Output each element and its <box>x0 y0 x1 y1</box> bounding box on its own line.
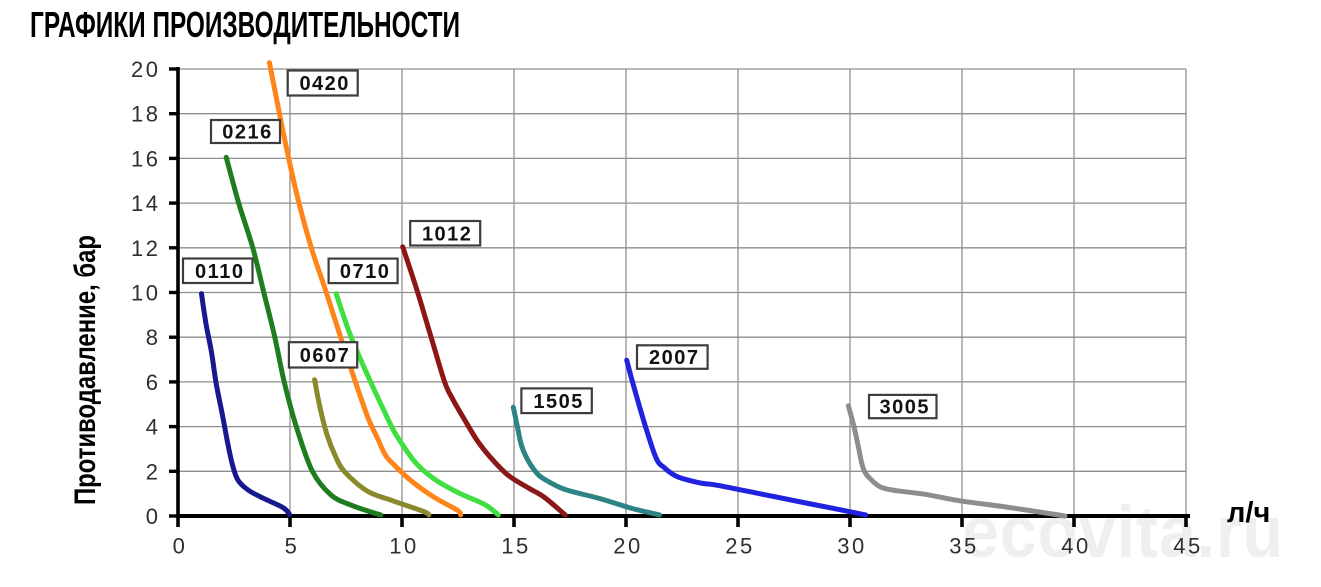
svg-text:5: 5 <box>285 534 300 559</box>
svg-text:0710: 0710 <box>340 261 391 283</box>
svg-text:12: 12 <box>131 236 160 261</box>
svg-text:0607: 0607 <box>300 345 351 367</box>
svg-text:10: 10 <box>389 534 418 559</box>
svg-text:ГРАФИКИ ПРОИЗВОДИТЕЛЬНОСТИ: ГРАФИКИ ПРОИЗВОДИТЕЛЬНОСТИ <box>30 4 460 45</box>
svg-text:10: 10 <box>131 281 160 306</box>
svg-text:4: 4 <box>146 415 161 440</box>
svg-text:45: 45 <box>1173 534 1202 559</box>
svg-text:15: 15 <box>501 534 530 559</box>
svg-text:2: 2 <box>146 459 161 484</box>
svg-text:8: 8 <box>146 325 161 350</box>
svg-text:6: 6 <box>146 370 161 395</box>
svg-text:30: 30 <box>837 534 866 559</box>
svg-text:0110: 0110 <box>195 261 244 283</box>
svg-text:20: 20 <box>613 534 642 559</box>
svg-text:16: 16 <box>131 146 160 171</box>
svg-text:18: 18 <box>131 102 160 127</box>
svg-text:14: 14 <box>131 191 160 216</box>
svg-text:0420: 0420 <box>299 73 350 95</box>
svg-text:40: 40 <box>1061 534 1090 559</box>
svg-text:1012: 1012 <box>422 223 473 245</box>
svg-text:0: 0 <box>173 534 188 559</box>
svg-text:0216: 0216 <box>222 122 273 144</box>
svg-text:35: 35 <box>949 534 978 559</box>
svg-text:ecovita.ru: ecovita.ru <box>962 492 1284 573</box>
svg-text:25: 25 <box>725 534 754 559</box>
svg-text:Противодавление, бар: Противодавление, бар <box>69 235 102 505</box>
svg-text:3005: 3005 <box>880 397 931 419</box>
svg-text:20: 20 <box>131 57 160 82</box>
svg-text:л/ч: л/ч <box>1227 497 1270 529</box>
svg-text:0: 0 <box>146 504 161 529</box>
svg-text:2007: 2007 <box>649 347 700 369</box>
svg-text:1505: 1505 <box>533 391 584 413</box>
